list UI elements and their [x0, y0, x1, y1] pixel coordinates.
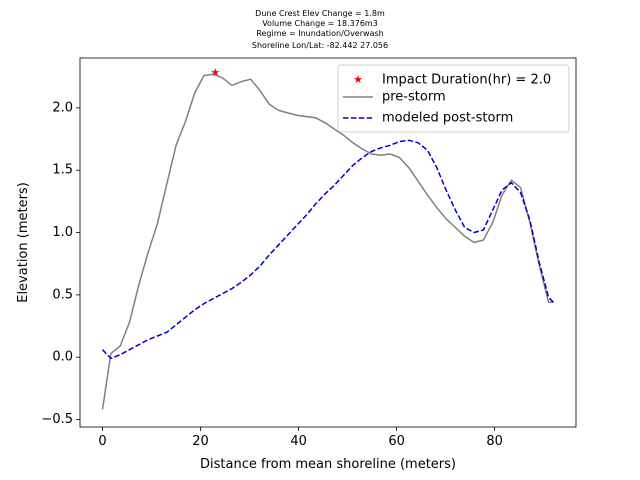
- y-axis: −0.5 0.0 0.5 1.0 1.5 2.0: [41, 100, 80, 427]
- title-line-volume: Volume Change = 18.376m3: [262, 19, 378, 28]
- x-tick-label: 0: [98, 434, 106, 449]
- legend-label-impact-duration: Impact Duration(hr) = 2.0: [382, 73, 551, 88]
- title-line-regime: Regime = Inundation/Overwash: [256, 29, 384, 38]
- pre-storm-series-line: [101, 73, 554, 410]
- y-axis-label: Elevation (meters): [16, 182, 31, 303]
- post-storm-series-line: [101, 139, 555, 360]
- x-tick-label: 20: [192, 434, 209, 449]
- plot-frame: [79, 57, 577, 428]
- x-tick-label: 60: [388, 434, 405, 449]
- y-tick-label: 1.5: [52, 163, 73, 178]
- legend-label-post-storm: modeled post-storm: [382, 111, 513, 126]
- x-axis-label: Distance from mean shoreline (meters): [200, 457, 456, 472]
- x-tick-label: 40: [290, 434, 307, 449]
- y-tick-label: 0.5: [52, 287, 73, 302]
- title-line-dune-crest: Dune Crest Elev Change = 1.8m: [255, 9, 385, 18]
- impact-duration-marker: ★: [210, 66, 220, 79]
- y-tick-label: 2.0: [52, 100, 73, 115]
- legend-box: [337, 64, 570, 133]
- legend: ★ Impact Duration(hr) = 2.0 pre-storm mo…: [337, 64, 570, 133]
- y-tick-label: 0.0: [52, 350, 73, 365]
- series-layer: ★: [101, 66, 555, 410]
- x-tick-label: 80: [486, 434, 503, 449]
- title-line-shoreline: Shoreline Lon/Lat: -82.442 27.056: [251, 41, 389, 50]
- legend-label-pre-storm: pre-storm: [382, 90, 446, 105]
- y-tick-label: −0.5: [41, 412, 73, 427]
- x-axis: 0 20 40 60 80: [98, 427, 503, 449]
- legend-star-marker: ★: [353, 73, 363, 86]
- y-tick-label: 1.0: [52, 225, 73, 240]
